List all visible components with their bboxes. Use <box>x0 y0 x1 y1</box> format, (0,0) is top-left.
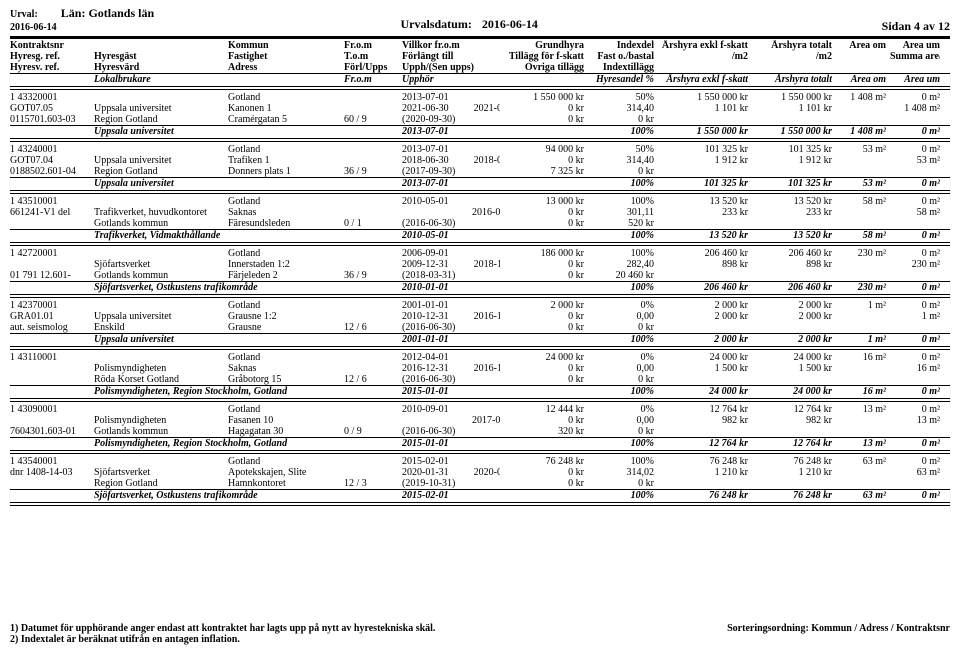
table-row: SjöfartsverketInnerstaden 1:22009-12-31 … <box>10 259 950 270</box>
table-row: PolismyndighetenFasanen 10 2017-03-310 k… <box>10 415 950 426</box>
table-row: 661241-V1 delTrafikverket, huvudkontoret… <box>10 207 950 218</box>
table-row: GOT07.05Uppsala universitetKanonen 12021… <box>10 103 950 114</box>
lan-label: Län: Gotlands län <box>61 6 154 20</box>
table-row: Röda Korset GotlandGråbotorg 1512 / 6(20… <box>10 374 950 385</box>
col-header-row-1: Kontraktsnr Kommun Fr.o.m Villkor fr.o.m… <box>10 40 950 51</box>
sort-order: Sorteringsordning: Kommun / Adress / Kon… <box>727 623 950 645</box>
contract-group: 1 43540001Gotland2015-02-0176 248 kr100%… <box>10 456 950 506</box>
table-row: dnr 1408-14-03SjöfartsverketApotekskajen… <box>10 467 950 478</box>
summary-row: Trafikverket, Vidmakthållande2010-05-011… <box>10 230 950 241</box>
table-row: 1 43090001Gotland2010-09-0112 444 kr0%12… <box>10 404 950 415</box>
table-row: 1 43540001Gotland2015-02-0176 248 kr100%… <box>10 456 950 467</box>
summary-row: Uppsala universitet2013-07-01100%1 550 0… <box>10 126 950 137</box>
report-page: Urval: Län: Gotlands län 2016-06-14 Urva… <box>0 0 960 649</box>
table-row: Region GotlandHamnkontoret12 / 3(2019-10… <box>10 478 950 489</box>
table-row: PolismyndighetenSaknas2016-12-31 2016-12… <box>10 363 950 374</box>
contract-group: 1 43110001Gotland2012-04-0124 000 kr0%24… <box>10 352 950 402</box>
urvalsdatum-label: Urvalsdatum: <box>400 17 471 32</box>
summary-row: Polismyndigheten, Region Stockholm, Gotl… <box>10 386 950 397</box>
footer: 1) Datumet för upphörande anger endast a… <box>10 623 950 645</box>
urval-label: Urval: <box>10 9 38 20</box>
urvalsdatum-value: 2016-06-14 <box>482 17 538 32</box>
table-row: aut. seismologEnskildGrausne12 / 6(2016-… <box>10 322 950 333</box>
table-row: 0188502.601-04Region GotlandDonners plat… <box>10 166 950 177</box>
table-row: Gotlands kommunFäresundsleden0 / 1(2016-… <box>10 218 950 229</box>
summary-row: Sjöfartsverket, Ostkustens trafikområde2… <box>10 282 950 293</box>
table-row: 1 42370001Gotland2001-01-012 000 kr0%2 0… <box>10 300 950 311</box>
date-left: 2016-06-14 <box>10 22 57 33</box>
contract-group: 1 42720001Gotland2006-09-01186 000 kr100… <box>10 248 950 298</box>
summary-row: Uppsala universitet2001-01-01100%2 000 k… <box>10 334 950 345</box>
table-row: GOT07.04Uppsala universitetTrafiken 1201… <box>10 155 950 166</box>
col-header-row-2: Hyresg. ref. Hyresgäst Fastighet T.o.m F… <box>10 51 950 62</box>
footnote-1: 1) Datumet för upphörande anger endast a… <box>10 623 435 634</box>
summary-row: Uppsala universitet2013-07-01100%101 325… <box>10 178 950 189</box>
contract-group: 1 42370001Gotland2001-01-012 000 kr0%2 0… <box>10 300 950 350</box>
summary-row: Polismyndigheten, Region Stockholm, Gotl… <box>10 438 950 449</box>
table-row: 1 43510001Gotland2010-05-0113 000 kr100%… <box>10 196 950 207</box>
col-header-row-3: Hyresv. ref. Hyresvärd Adress Förl/Upps … <box>10 62 950 73</box>
table-row: 01 791 12.601-Gotlands kommunFärjeleden … <box>10 270 950 281</box>
contract-group: 1 43320001Gotland2013-07-011 550 000 kr5… <box>10 92 950 142</box>
table-row: 1 42720001Gotland2006-09-01186 000 kr100… <box>10 248 950 259</box>
table-row: 7604301.603-01Gotlands kommunHagagatan 3… <box>10 426 950 437</box>
table-row: 1 43320001Gotland2013-07-011 550 000 kr5… <box>10 92 950 103</box>
contract-group: 1 43240001Gotland2013-07-0194 000 kr50%1… <box>10 144 950 194</box>
data-groups: 1 43320001Gotland2013-07-011 550 000 kr5… <box>10 92 950 506</box>
col-header-row-4: Lokalbrukare Fr.o.m Upphör Hyresandel % … <box>10 74 950 85</box>
contract-group: 1 43090001Gotland2010-09-0112 444 kr0%12… <box>10 404 950 454</box>
table-row: 1 43240001Gotland2013-07-0194 000 kr50%1… <box>10 144 950 155</box>
table-row: GRA01.01Uppsala universitetGrausne 1:220… <box>10 311 950 322</box>
table-row: 0115701.603-03Region GotlandCramérgatan … <box>10 114 950 125</box>
footnote-2: 2) Indextalet är beräknat utifrån en ant… <box>10 634 435 645</box>
contract-group: 1 43510001Gotland2010-05-0113 000 kr100%… <box>10 196 950 246</box>
page-number: Sidan 4 av 12 <box>882 19 950 34</box>
summary-row: Sjöfartsverket, Ostkustens trafikområde2… <box>10 490 950 501</box>
table-row: 1 43110001Gotland2012-04-0124 000 kr0%24… <box>10 352 950 363</box>
